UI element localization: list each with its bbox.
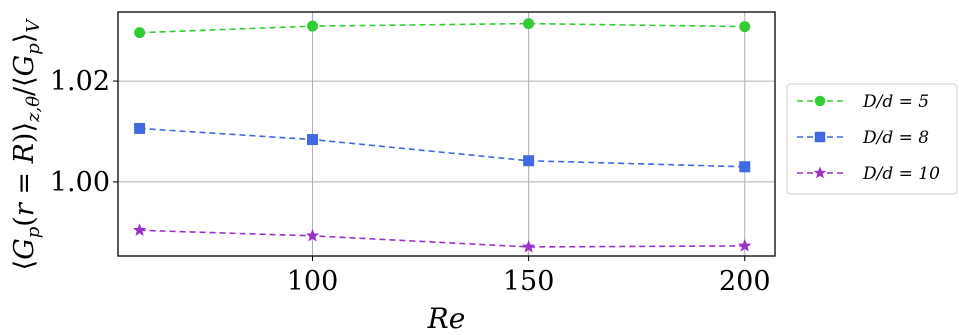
y-tick-label: 1.02	[50, 66, 110, 97]
data-point	[307, 20, 319, 32]
y-title-g2: G	[9, 55, 40, 77]
y-title-R: R	[9, 143, 40, 164]
data-point	[305, 228, 320, 242]
x-axis-title: Re	[427, 302, 466, 335]
data-point	[134, 122, 146, 134]
series-line	[139, 229, 745, 248]
data-point	[523, 155, 535, 167]
plot-frame	[117, 11, 776, 257]
x-tick-label: 150	[503, 266, 555, 297]
legend-entry: D/d = 5	[797, 92, 929, 112]
y-title-close2: ⟩	[9, 33, 40, 44]
series-line	[139, 22, 745, 34]
data-point	[523, 18, 535, 30]
legend-marker	[814, 131, 826, 143]
y-title-sub-p2: p	[23, 43, 44, 55]
legend: D/d = 5 D/d = 8 D/d = 10	[786, 83, 958, 195]
legend-marker	[814, 95, 826, 107]
legend-entry: D/d = 8	[797, 128, 929, 148]
y-title-paren: (	[9, 216, 40, 227]
data-point	[738, 238, 752, 252]
x-tick-label: 100	[287, 266, 339, 297]
svg-text:⟨Gp(r = R)⟩z,θ/⟨Gp⟩V: ⟨Gp(r = R)⟩z,θ/⟨Gp⟩V	[9, 18, 44, 271]
y-tick-label: 1.00	[50, 167, 110, 198]
data-point	[132, 223, 147, 236]
legend-entry: D/d = 10	[797, 164, 940, 184]
x-tick-label: 200	[719, 266, 771, 297]
y-title-sub-ztheta: z,θ	[23, 96, 44, 123]
legend-label: D/d = 8	[862, 128, 929, 148]
y-title-g: G	[9, 238, 40, 260]
y-title-sub-v: V	[23, 18, 44, 33]
data-point	[134, 27, 146, 39]
legend-entries: D/d = 5 D/d = 8 D/d = 10	[797, 92, 940, 184]
data-point	[307, 134, 319, 146]
data-point	[739, 21, 751, 33]
series-line	[139, 127, 745, 168]
legend-marker	[813, 166, 827, 179]
legend-label: D/d = 5	[862, 92, 929, 112]
series-layer	[132, 18, 752, 253]
y-axis-title: ⟨Gp(r = R)⟩z,θ/⟨Gp⟩V	[9, 18, 44, 271]
series-2	[134, 122, 751, 173]
axis-ticks: 100 150 200 1.00 1.02	[50, 66, 771, 297]
data-point	[521, 239, 536, 253]
y-title-slash: /⟨	[9, 76, 40, 96]
y-title-sub-p: p	[23, 226, 44, 238]
y-title-eq: =	[9, 163, 40, 203]
series-1	[134, 18, 751, 39]
y-title-r: r	[9, 201, 40, 216]
series-3	[132, 223, 752, 253]
legend-box	[786, 83, 958, 195]
y-title-close: )⟩	[9, 122, 40, 143]
legend-label: D/d = 10	[862, 164, 940, 184]
data-point	[739, 161, 751, 173]
grid-lines	[118, 12, 775, 256]
y-title-open-bracket: ⟨	[9, 260, 40, 271]
